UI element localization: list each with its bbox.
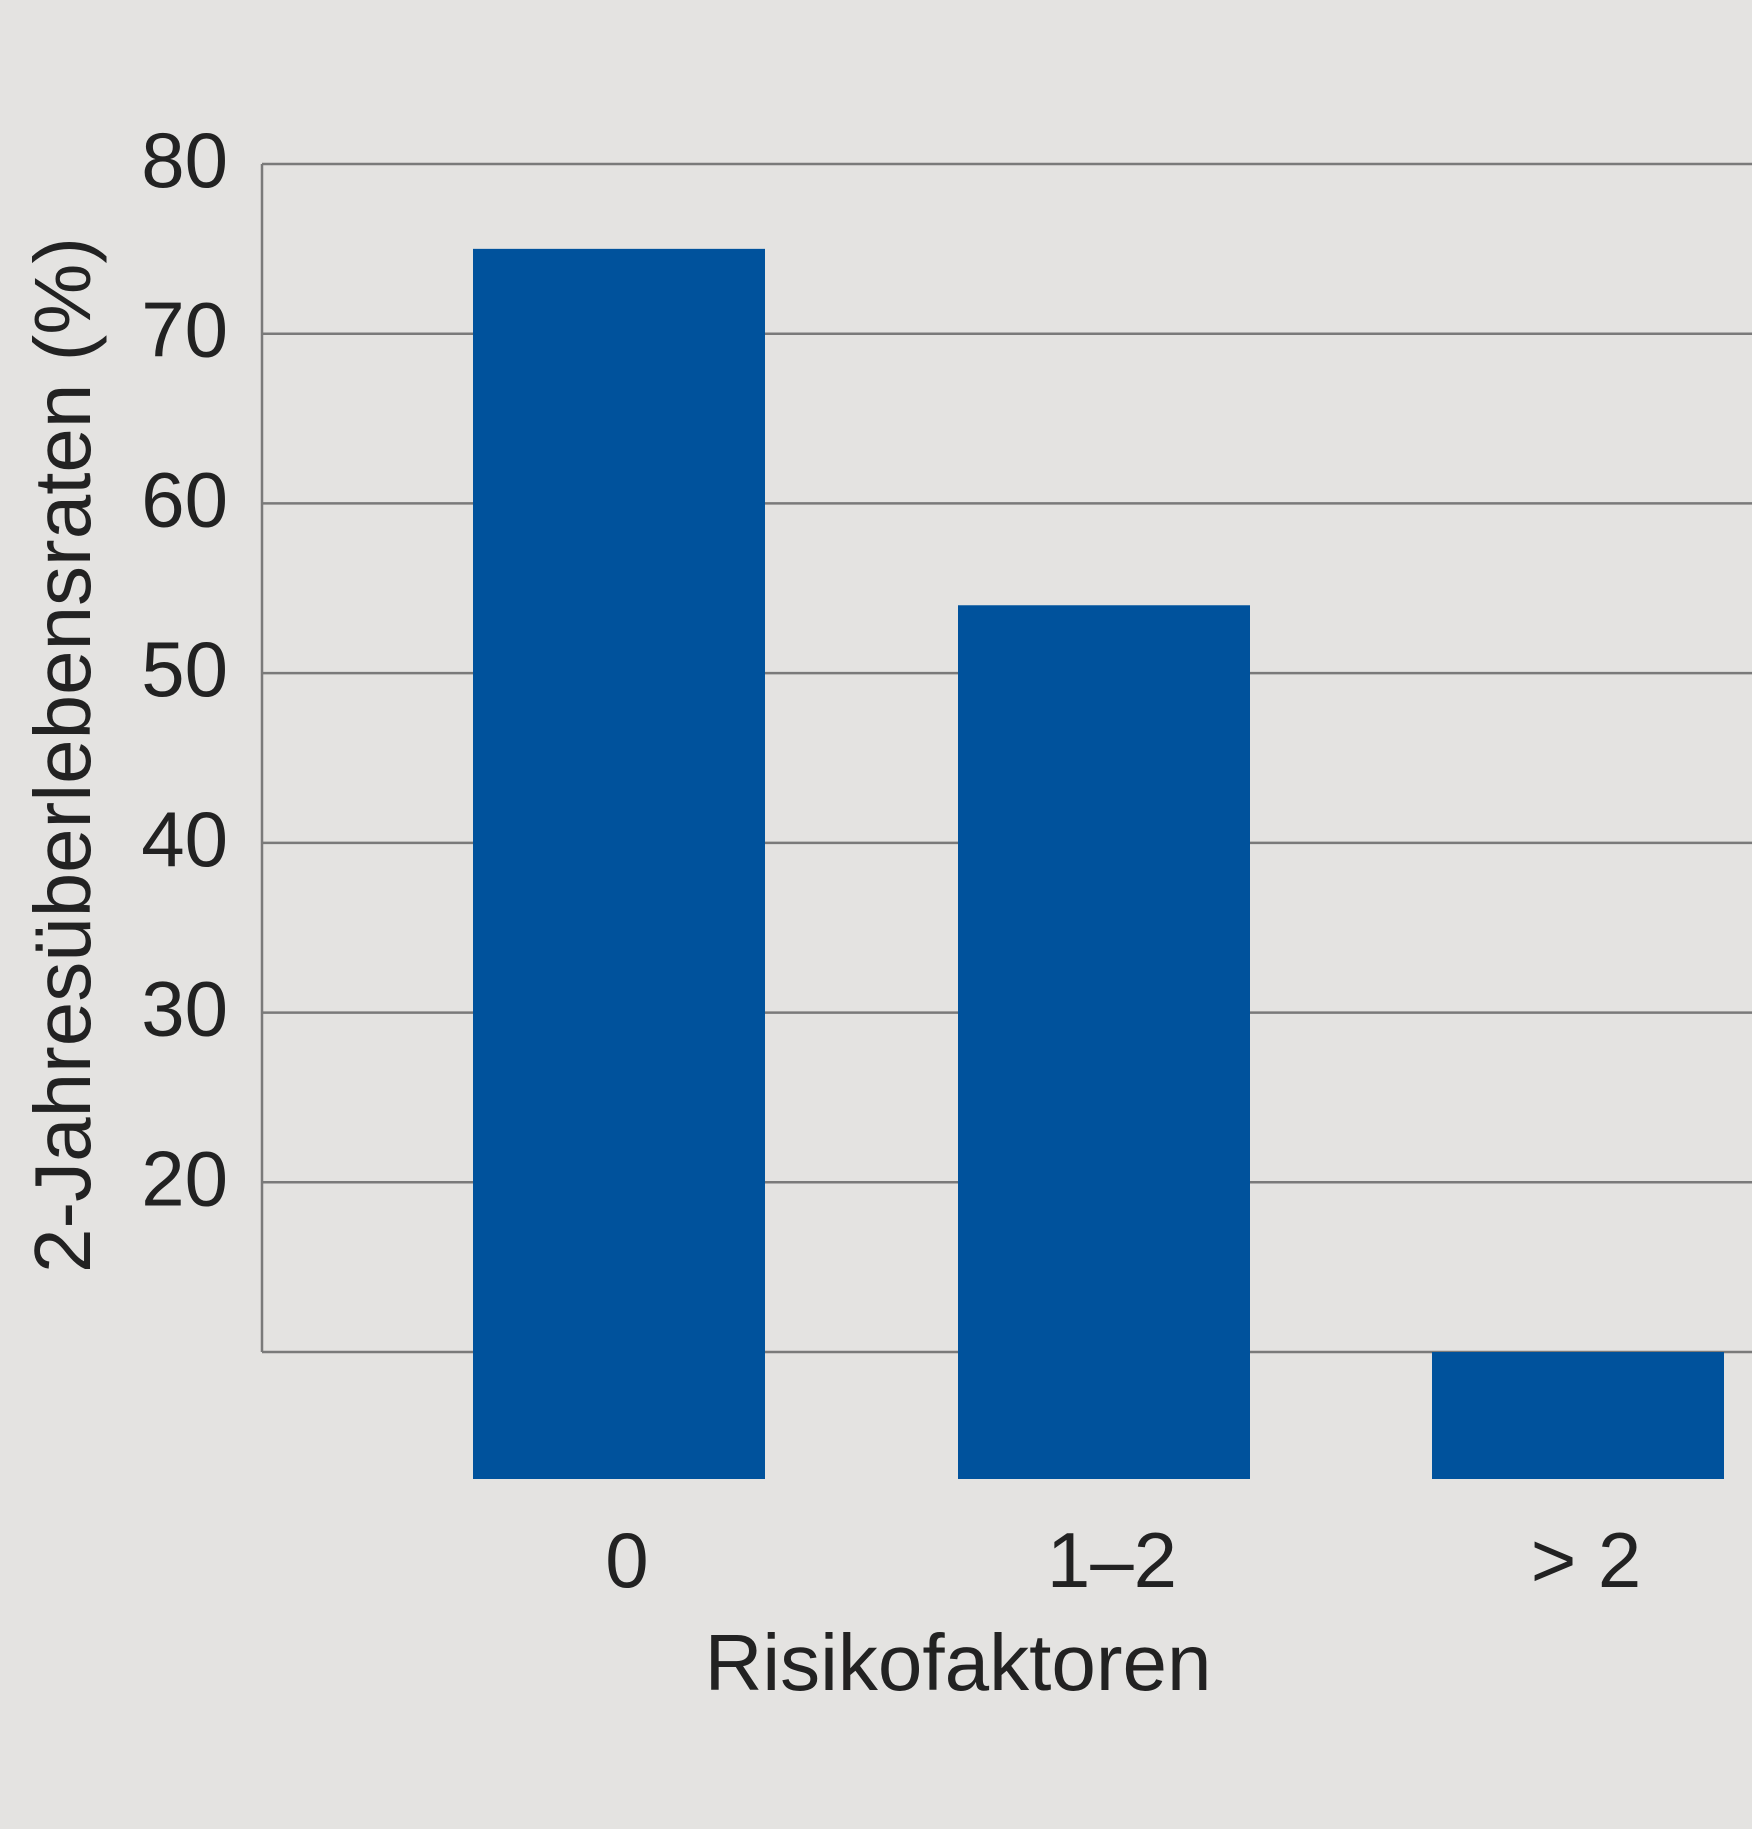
x-axis-label: Risikofaktoren — [705, 1618, 1212, 1707]
x-tick-label-1: 1–2 — [1047, 1516, 1177, 1604]
y-tick-label-30: 30 — [141, 965, 228, 1053]
x-tick-labels: 0 1–2 > 2 — [605, 1516, 1641, 1604]
y-tick-label-60: 60 — [141, 455, 228, 543]
y-tick-label-40: 40 — [141, 795, 228, 883]
bar-1 — [958, 605, 1250, 1479]
y-tick-label-20: 20 — [141, 1134, 228, 1222]
y-tick-label-80: 80 — [141, 116, 228, 204]
bar-2 — [1432, 1352, 1724, 1479]
y-tick-label-70: 70 — [141, 286, 228, 374]
x-tick-label-2: > 2 — [1531, 1516, 1642, 1604]
x-tick-label-0: 0 — [605, 1516, 648, 1604]
bars — [473, 248, 1724, 1479]
y-tick-labels: 20 30 40 50 60 70 80 — [141, 116, 228, 1222]
y-tick-label-50: 50 — [141, 625, 228, 713]
bar-0 — [473, 248, 765, 1479]
y-axis-label: 2-Jahresüberlebensraten (%) — [18, 237, 107, 1273]
